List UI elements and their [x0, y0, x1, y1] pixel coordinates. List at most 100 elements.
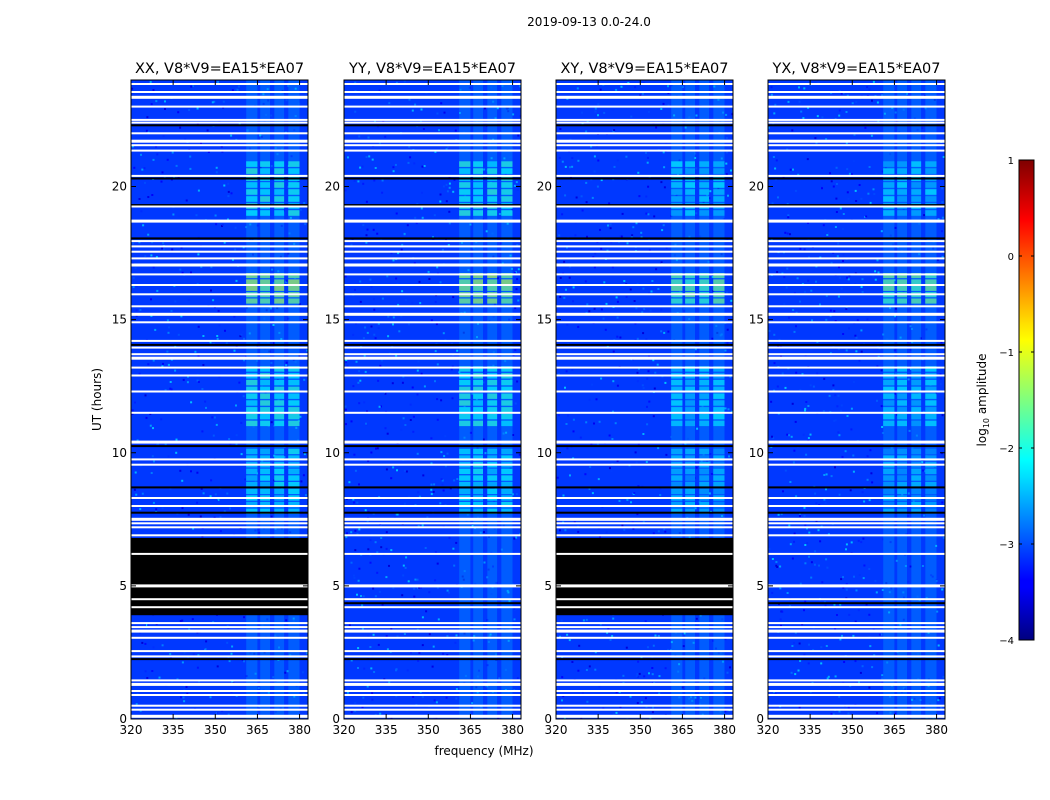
noise-pixel — [725, 162, 728, 165]
rfi-channel-faint — [883, 80, 895, 719]
flagged-white-line — [768, 95, 945, 99]
noise-pixel — [565, 288, 567, 291]
noise-pixel — [369, 646, 372, 648]
rfi-cell — [671, 279, 683, 285]
noise-pixel — [722, 111, 725, 114]
rfi-cell — [459, 386, 471, 393]
flagged-white-line — [556, 704, 733, 707]
noise-pixel — [152, 359, 155, 362]
flagged-white-line — [131, 526, 308, 529]
flagged-white-line — [768, 366, 945, 369]
y-tick-label: 20 — [749, 180, 764, 194]
flagged-white-line — [131, 321, 308, 324]
noise-pixel — [838, 114, 841, 117]
noise-pixel — [463, 570, 466, 573]
noise-pixel — [893, 279, 896, 282]
flagged-white-line — [556, 606, 733, 609]
noise-pixel — [132, 286, 135, 289]
noise-pixel — [839, 638, 842, 641]
noise-pixel — [799, 515, 801, 517]
noise-pixel — [493, 527, 496, 530]
noise-pixel — [821, 187, 823, 190]
noise-pixel — [226, 641, 229, 644]
rfi-cell — [274, 448, 285, 455]
noise-pixel — [268, 350, 271, 353]
noise-pixel — [201, 388, 204, 390]
noise-pixel — [492, 100, 495, 103]
noise-pixel — [780, 624, 782, 627]
noise-pixel — [695, 466, 698, 469]
noise-pixel — [287, 317, 290, 320]
noise-pixel — [456, 478, 459, 480]
rfi-cell — [699, 196, 710, 202]
rfi-channel-faint — [685, 80, 695, 719]
noise-pixel — [300, 480, 303, 483]
noise-pixel — [717, 187, 720, 190]
noise-pixel — [265, 113, 268, 116]
rfi-cell — [911, 273, 922, 279]
noise-pixel — [708, 492, 711, 495]
noise-pixel — [780, 513, 783, 516]
noise-pixel — [726, 342, 729, 344]
flagged-white-line — [131, 655, 308, 658]
noise-pixel — [852, 470, 855, 473]
noise-pixel — [881, 426, 884, 428]
noise-pixel — [594, 252, 597, 255]
noise-pixel — [667, 104, 670, 107]
noise-pixel — [929, 703, 932, 705]
rfi-cell — [713, 285, 725, 291]
noise-pixel — [843, 661, 846, 663]
noise-pixel — [356, 93, 358, 96]
noise-pixel — [448, 186, 451, 189]
noise-pixel — [909, 287, 912, 290]
noise-pixel — [663, 186, 666, 189]
x-tick-label: 320 — [757, 723, 780, 737]
noise-pixel — [190, 85, 193, 88]
noise-pixel — [519, 85, 521, 88]
noise-pixel — [150, 315, 153, 317]
noise-pixel — [350, 659, 353, 662]
rfi-cell — [501, 455, 513, 461]
noise-pixel — [152, 427, 154, 430]
noise-pixel — [803, 87, 806, 90]
flagged-white-line — [556, 517, 733, 521]
noise-pixel — [816, 115, 819, 118]
noise-pixel — [665, 453, 668, 456]
rfi-cell — [260, 468, 270, 474]
rfi-cell — [699, 400, 710, 406]
flagged-white-line — [768, 263, 945, 267]
noise-pixel — [131, 409, 134, 412]
noise-pixel — [866, 455, 869, 458]
flagged-white-line — [131, 118, 308, 121]
rfi-cell — [246, 482, 258, 488]
noise-pixel — [513, 184, 516, 187]
noise-pixel — [625, 295, 628, 298]
rfi-cell — [260, 502, 270, 508]
rfi-channel-faint — [246, 80, 258, 719]
flagged-white-line — [131, 517, 308, 521]
flagged-white-line — [344, 497, 521, 499]
rfi-cell — [883, 298, 895, 304]
noise-pixel — [642, 433, 645, 435]
noise-pixel — [293, 242, 296, 245]
noise-pixel — [772, 122, 775, 125]
flagged-white-line — [768, 219, 945, 223]
noise-pixel — [274, 147, 277, 150]
noise-pixel — [441, 248, 444, 251]
rfi-cell — [685, 298, 695, 304]
noise-pixel — [872, 80, 875, 83]
noise-pixel — [597, 478, 600, 481]
flagged-white-line — [131, 522, 308, 525]
rfi-cell — [925, 196, 937, 202]
noise-pixel — [243, 616, 245, 619]
noise-pixel — [683, 499, 686, 502]
noise-pixel — [809, 691, 812, 694]
noise-pixel — [278, 646, 280, 649]
rfi-cell — [685, 182, 695, 188]
noise-pixel — [386, 648, 389, 651]
rfi-cell — [274, 210, 285, 216]
noise-pixel — [684, 126, 687, 129]
noise-pixel — [806, 542, 809, 544]
heatmap-area — [344, 80, 521, 719]
